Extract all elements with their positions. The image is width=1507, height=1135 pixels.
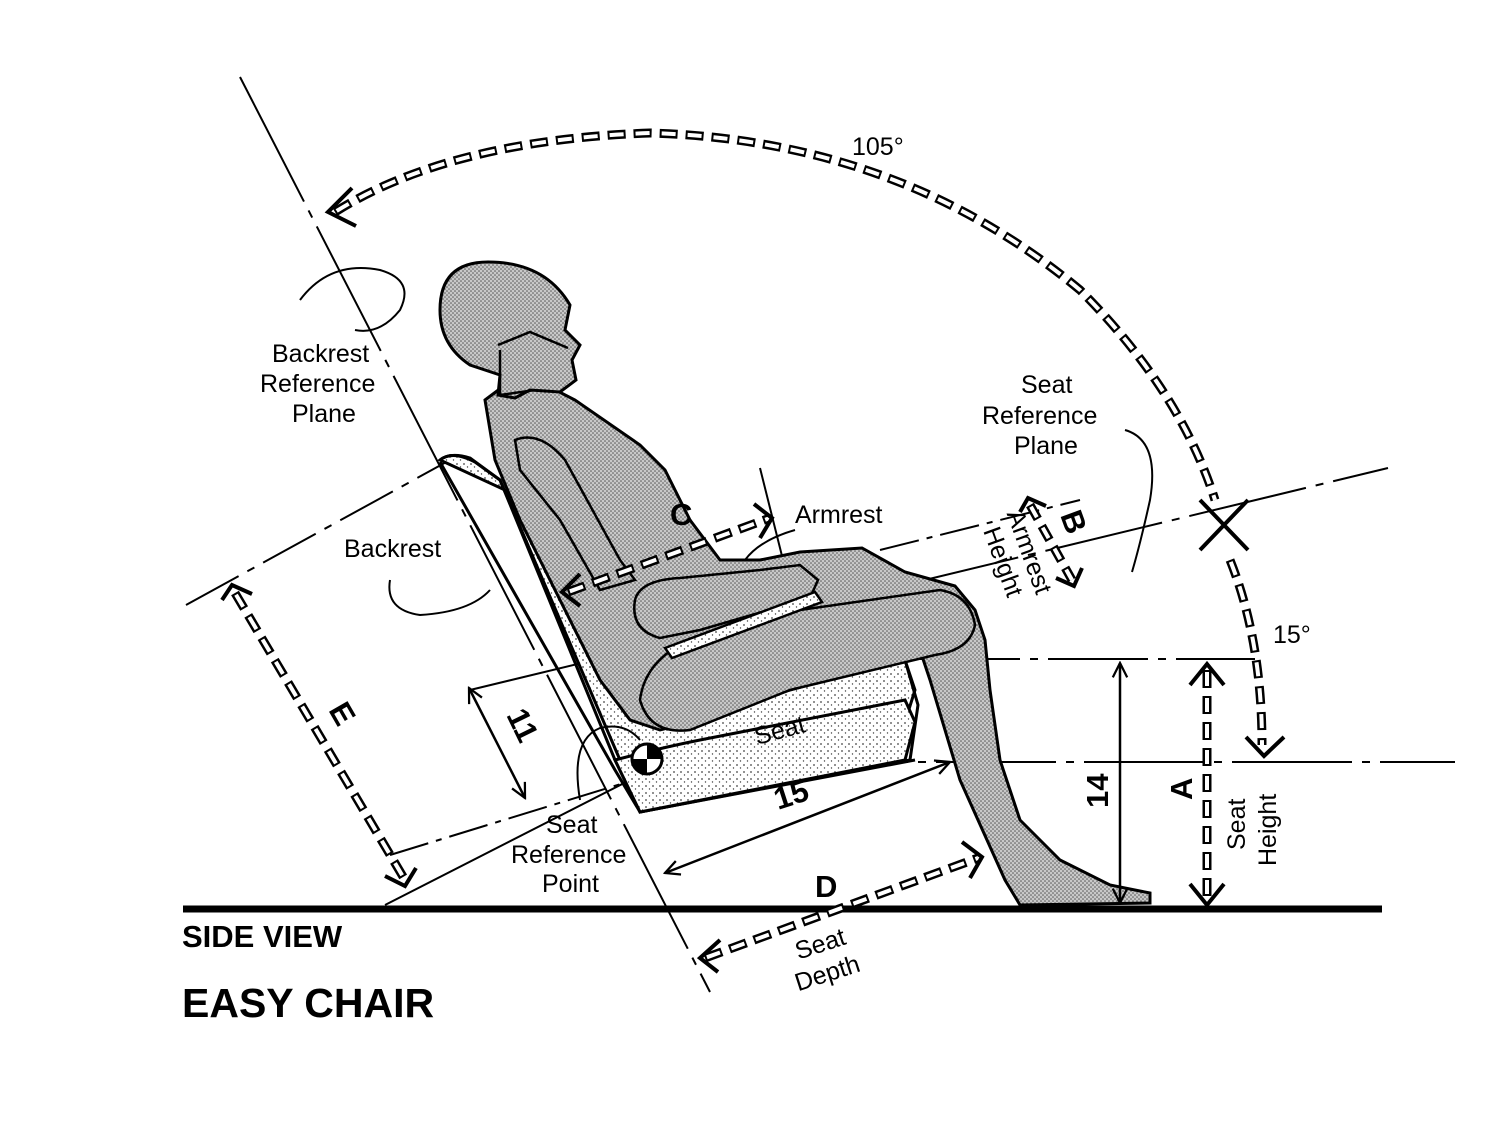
seat-depth-label: Seat Depth	[791, 923, 863, 997]
armrest-guide-vertical	[759, 467, 784, 561]
angle-15-arrowhead	[1244, 735, 1286, 759]
diagram-title: EASY CHAIR	[182, 980, 435, 1026]
seat-reference-plane-label: Seat Reference Plane	[982, 371, 1097, 460]
dimension-11-label: 11	[500, 703, 546, 748]
dimension-b-arrowhead-top	[1018, 495, 1047, 513]
svg-text:Backrest: Backrest	[272, 340, 369, 368]
seat-plane-leader	[1124, 429, 1154, 573]
e-guide-mid	[389, 774, 651, 856]
seat-height-label: Seat Height	[1223, 794, 1282, 866]
svg-text:Seat: Seat	[546, 811, 597, 839]
svg-text:Height: Height	[1254, 794, 1282, 866]
dimension-c-label: C	[670, 497, 692, 532]
angle-15-arc	[1225, 558, 1267, 746]
dimension-d-arrowhead-end	[960, 840, 985, 879]
armrest-label: Armrest	[795, 501, 883, 529]
seat-reference-point-marker	[630, 742, 664, 776]
dimension-a-label: A	[1164, 778, 1199, 800]
dimension-c-arrowhead-start	[558, 572, 582, 608]
dimension-d-arrowhead-start	[696, 938, 722, 974]
angle-105-arc-core	[333, 130, 1217, 501]
angle-105-arrowhead	[324, 186, 357, 228]
dimension-e-chain-core	[233, 591, 407, 882]
backrest-label: Backrest	[344, 535, 441, 563]
dimension-b-chain	[1026, 502, 1076, 583]
dimension-14-label: 14	[1080, 773, 1115, 808]
svg-text:Reference: Reference	[511, 841, 626, 869]
seat-reference-point-label: Seat Reference Point	[511, 811, 626, 898]
svg-text:Seat: Seat	[1021, 371, 1072, 399]
dimension-d-chain-core	[704, 856, 979, 960]
figure-thigh	[638, 588, 977, 732]
dimension-15-line	[665, 762, 950, 873]
armrest-height-label: Armrest Height	[977, 506, 1057, 601]
dimension-b-label: B	[1053, 505, 1094, 538]
backrest-leader	[388, 579, 491, 617]
figure-neck	[498, 350, 536, 397]
backrest-plane-leader	[299, 267, 406, 332]
dimension-b-arrowhead-bottom	[1055, 567, 1084, 589]
armrest-leader	[744, 529, 796, 561]
seat-ref-point-leader	[576, 725, 641, 801]
svg-text:Reference: Reference	[260, 370, 375, 398]
backrest-reference-plane-label: Backrest Reference Plane	[260, 340, 375, 428]
dimension-e-arrowhead-bottom	[384, 866, 418, 889]
angle-105-label: 105°	[852, 133, 904, 161]
dimension-c-chain-core	[567, 516, 771, 594]
dimension-c-arrowhead-end	[752, 502, 775, 540]
svg-text:Plane: Plane	[292, 400, 356, 428]
armrest-height-guide	[879, 499, 1081, 551]
dimension-e-arrowhead-top	[220, 582, 253, 602]
figure-upper-arm	[513, 436, 638, 592]
dimension-e-label: E	[322, 696, 363, 731]
dimension-a-arrowhead-bottom	[1188, 882, 1226, 909]
svg-text:Seat: Seat	[1223, 799, 1251, 850]
angle-vertex-marker	[1198, 498, 1250, 552]
view-title: SIDE VIEW	[182, 919, 343, 954]
dimension-11-line	[469, 688, 525, 798]
armrest-bar	[663, 590, 824, 660]
figure-face-outline	[497, 330, 569, 350]
angle-15-label: 15°	[1273, 621, 1311, 649]
svg-text:Plane: Plane	[1014, 432, 1078, 460]
e-guide-top	[185, 459, 451, 606]
dimension-a-arrowhead-top	[1188, 660, 1226, 687]
figure-forearm	[633, 563, 820, 640]
dimension-d-label: D	[815, 869, 837, 904]
figure-head	[438, 260, 582, 400]
svg-text:Reference: Reference	[982, 402, 1097, 430]
angle-15-arc-core	[1228, 559, 1264, 746]
e-guide-bottom	[384, 774, 641, 906]
svg-text:Point: Point	[542, 870, 599, 898]
backrest-reference-line	[239, 76, 711, 993]
